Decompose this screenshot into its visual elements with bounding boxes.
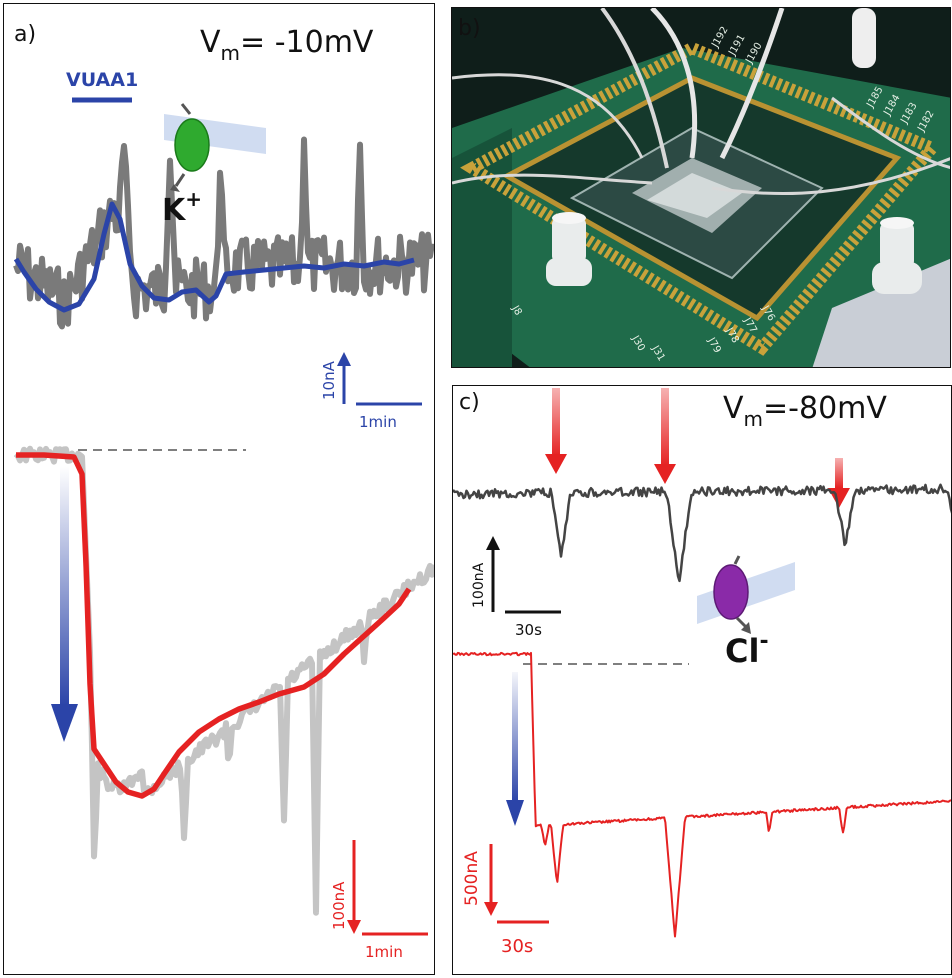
- panel-a-figure: Vm= -10mV VUAA1 K+ 10nA 1min: [13, 25, 434, 961]
- cl-ion-label: Cl-: [725, 629, 769, 670]
- k-ion-label: K+: [162, 187, 202, 228]
- chip-photo-illustration: J192 J191 J190 J185 J184 J183 J182 J76 J…: [452, 8, 950, 367]
- svg-text:1min: 1min: [359, 413, 397, 431]
- svg-text:30s: 30s: [515, 621, 542, 639]
- panel-a-label: a): [14, 22, 37, 47]
- bottom-cl-trace: [453, 651, 951, 938]
- current-drop-arrow-c: [506, 672, 524, 826]
- drug-label: VUAA1: [66, 69, 138, 91]
- svg-text:500nA: 500nA: [462, 851, 482, 906]
- voltage-label-a: Vm= -10mV: [200, 25, 374, 65]
- voltage-label-c: Vm=-80mV: [723, 391, 887, 431]
- panel-c-label: c): [459, 390, 480, 415]
- svg-text:100nA: 100nA: [330, 881, 348, 930]
- svg-text:J8: J8: [509, 303, 524, 317]
- current-drop-arrow-a: [51, 466, 78, 742]
- top-cl-trace: [453, 483, 951, 583]
- top-scale-bar: 10nA 1min: [320, 352, 422, 431]
- bottom-fit-trace: [16, 452, 412, 799]
- svg-text:30s: 30s: [501, 936, 533, 957]
- panel-a: a) Vm= -10mV VUAA1 K+ 10nA 1min: [3, 3, 435, 975]
- top-smoothed-trace: [13, 201, 415, 313]
- svg-text:10nA: 10nA: [320, 360, 338, 400]
- panel-b-label: b): [458, 16, 481, 41]
- svg-text:1min: 1min: [365, 943, 403, 961]
- panel-c: c) Vm=-80mV Cl-: [452, 385, 952, 975]
- k-channel-icon: [164, 103, 266, 192]
- panel-b: J192 J191 J190 J185 J184 J183 J182 J76 J…: [451, 7, 951, 368]
- bottom-raw-trace: [13, 445, 434, 916]
- panel-c-figure: Vm=-80mV Cl-: [453, 388, 951, 957]
- bottom-scale-bar-c: 500nA 30s: [462, 844, 549, 957]
- top-raw-trace: [13, 136, 434, 330]
- bottom-scale-bar: 100nA 1min: [330, 840, 428, 961]
- top-scale-bar-c: 100nA 30s: [471, 536, 561, 639]
- cl-channel-icon: [697, 555, 795, 634]
- svg-text:100nA: 100nA: [471, 562, 487, 608]
